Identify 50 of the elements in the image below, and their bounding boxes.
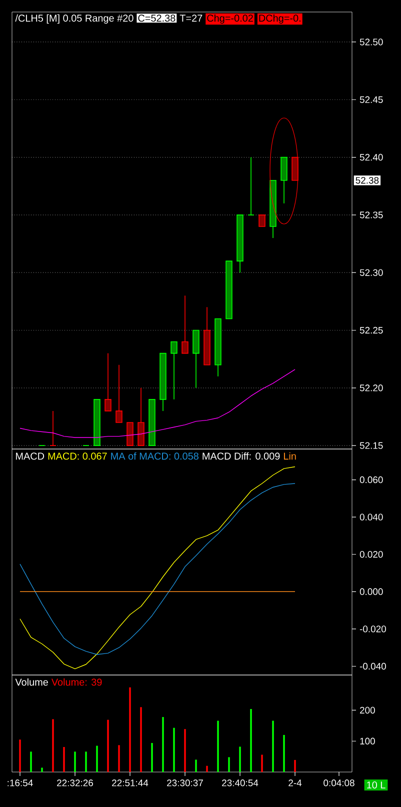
- annotation: MACD Diff: 0.009: [202, 452, 280, 460]
- candlestick: [104, 352, 112, 412]
- candlestick: [280, 156, 288, 204]
- chart-title: /CLH5 [M] 0.05 Range #20: [15, 14, 134, 24]
- text: 10 L: [367, 781, 386, 789]
- y-tick-label: 52.40: [360, 154, 383, 161]
- candlestick: [192, 330, 200, 388]
- y-tick-label: 52.50: [360, 38, 383, 46]
- text: MACD: 0.067: [48, 452, 107, 460]
- candlestick: [50, 410, 56, 446]
- y-tick-label: 52.35: [360, 212, 383, 218]
- candlestick: [248, 156, 254, 216]
- x-tick-label: 22:32:26: [57, 780, 93, 786]
- x-tick-label: 22:51:44: [112, 780, 148, 786]
- chart-title: Volume: [15, 678, 48, 686]
- y-tick-label: -0.040: [360, 662, 386, 670]
- annotation: Chg=-0.02: [207, 14, 253, 24]
- chart-title: MACD: [16, 452, 44, 460]
- candlestick: [182, 295, 188, 354]
- y-tick-label: 52.45: [360, 96, 383, 103]
- annotation: T=27: [180, 14, 202, 22]
- annotation: C=52.38: [138, 14, 176, 22]
- candlestick: [138, 388, 144, 446]
- y-tick-label: 0.020: [360, 551, 383, 558]
- y-tick-label: 0.000: [360, 588, 383, 596]
- candlestick: [126, 422, 134, 446]
- x-tick-label: :16:54: [8, 780, 33, 786]
- ref-line-label: Lin: [284, 452, 296, 460]
- y-tick-label: 100: [360, 738, 375, 744]
- annotation: Volume: 39: [51, 678, 102, 686]
- x-tick-label: 23:40:54: [222, 780, 258, 786]
- x-tick-label: 2-4: [288, 780, 302, 786]
- y-tick-label: -0.020: [360, 626, 386, 632]
- y-tick-label: 0.060: [360, 476, 383, 484]
- annotation: DChg=-0.: [259, 14, 300, 24]
- y-tick-label: 52.15: [360, 442, 383, 449]
- candlestick: [116, 364, 122, 423]
- text: MA of MACD: 0.058: [111, 452, 198, 460]
- x-tick-label: 23:30:37: [167, 780, 203, 786]
- annotation: 52.38: [356, 177, 379, 184]
- x-tick-label: 0:04:08: [324, 780, 354, 786]
- candlestick: [258, 214, 266, 227]
- y-tick-label: 0.040: [360, 514, 383, 520]
- y-tick-label: 200: [360, 706, 375, 714]
- y-tick-label: 52.25: [360, 326, 383, 334]
- line-series: [20, 466, 296, 670]
- y-tick-label: 52.20: [360, 384, 383, 392]
- candlestick: [170, 341, 178, 400]
- line-series: [20, 483, 296, 655]
- y-tick-label: 52.30: [360, 269, 383, 276]
